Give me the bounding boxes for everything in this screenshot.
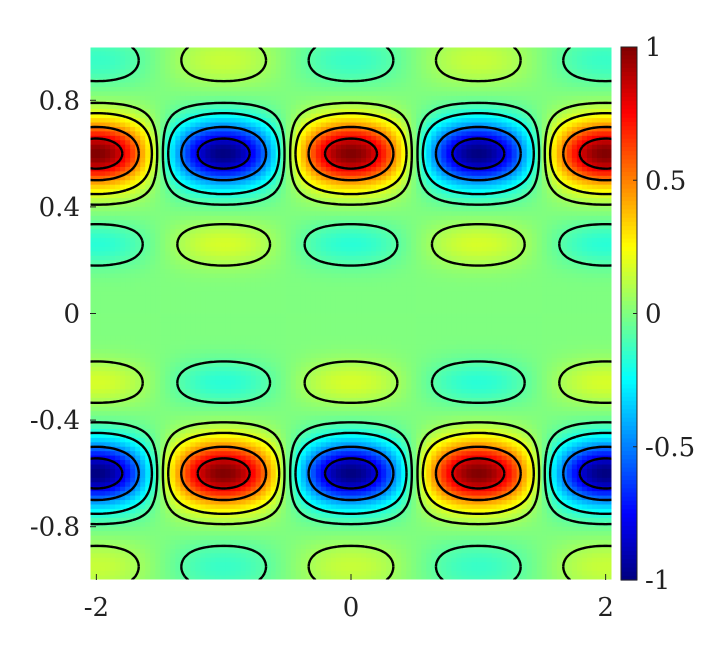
colorbar: 1 0.5 0 -0.5 -1: [620, 33, 695, 596]
contour-line-negative: [90, 112, 612, 515]
contour-line-positive: [90, 112, 612, 515]
colorbar-tick-label: -1: [645, 566, 670, 596]
x-tick-label: -2: [84, 593, 109, 623]
y-tick-label: 0.4: [39, 193, 80, 223]
contour-line-positive: [90, 125, 612, 502]
y-tick-label: -0.4: [30, 406, 80, 436]
contour-line-negative: [90, 137, 612, 490]
y-tick-label: 0: [63, 300, 80, 330]
contour-line-negative: [90, 47, 612, 580]
colorbar-tick-label: 1: [645, 33, 662, 63]
contour-line-positive: [90, 137, 612, 490]
x-tick-label: 2: [597, 593, 614, 623]
y-tick-label: -0.8: [30, 513, 80, 543]
heatmap-field: [90, 47, 612, 580]
colorbar-tick-label: 0: [645, 300, 662, 330]
contour-lines: [90, 47, 612, 580]
x-tick-label: 0: [343, 593, 360, 623]
colorbar-tick-label: 0.5: [645, 166, 686, 196]
y-tick-label: 0.8: [39, 86, 80, 116]
colorbar-tick-label: -0.5: [645, 433, 695, 463]
x-axis: -2 0 2: [84, 574, 614, 623]
contour-line-negative: [90, 125, 612, 502]
y-axis: 0.8 0.4 0 -0.4 -0.8: [30, 86, 96, 543]
